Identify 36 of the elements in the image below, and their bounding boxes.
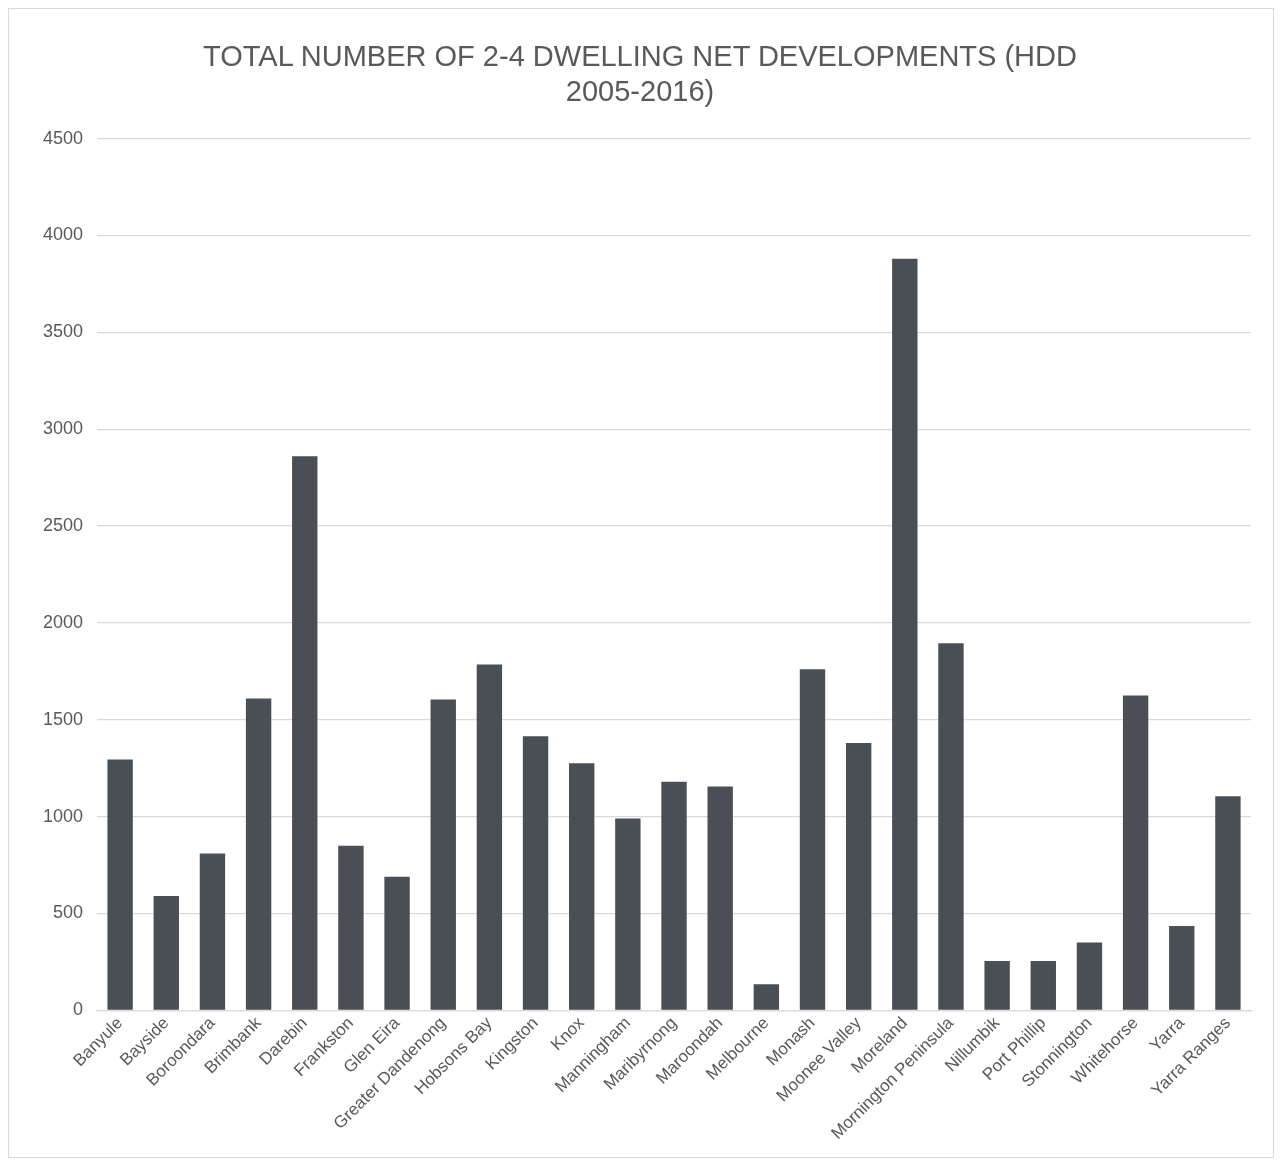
bar <box>892 258 918 1010</box>
y-tick-label: 1500 <box>43 708 84 729</box>
y-tick-label: 3000 <box>43 418 84 439</box>
bar <box>292 456 318 1010</box>
bar <box>1215 796 1241 1010</box>
y-tick-label: 3500 <box>43 321 84 342</box>
bar <box>938 643 964 1010</box>
bar <box>615 818 641 1010</box>
bar <box>661 781 687 1010</box>
y-tick-label: 2000 <box>43 611 84 632</box>
bar <box>984 960 1010 1010</box>
chart-title: TOTAL NUMBER OF 2-4 DWELLING NET DEVELOPMENTS (HDD 2005-2016) <box>203 40 1077 108</box>
y-tick-label: 500 <box>53 902 84 923</box>
bar <box>338 845 364 1010</box>
bar <box>569 763 595 1010</box>
bar <box>707 786 733 1010</box>
y-tick-label: 1000 <box>43 805 84 826</box>
bar <box>753 984 780 1010</box>
bar <box>845 742 872 1010</box>
y-tick-label: 2500 <box>43 514 84 535</box>
bar <box>245 698 272 1010</box>
bar <box>430 699 456 1010</box>
bar <box>1122 695 1149 1010</box>
y-tick-label: 0 <box>73 999 84 1020</box>
y-tick-label: 4500 <box>43 127 84 148</box>
bar <box>799 669 826 1010</box>
bar <box>384 876 410 1010</box>
bar <box>107 759 133 1010</box>
bar <box>1169 926 1195 1010</box>
bar <box>476 664 503 1010</box>
y-tick-label: 4000 <box>43 224 84 245</box>
bar <box>1076 942 1103 1010</box>
bar <box>199 853 226 1010</box>
bar <box>1030 960 1056 1010</box>
bar <box>153 896 179 1010</box>
bar <box>522 736 549 1010</box>
